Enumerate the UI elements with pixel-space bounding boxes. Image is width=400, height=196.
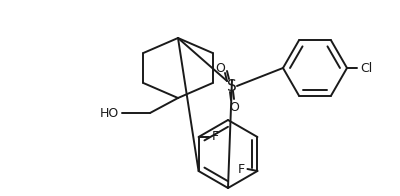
Text: F: F (237, 162, 244, 175)
Text: O: O (215, 62, 225, 74)
Text: S: S (227, 79, 237, 93)
Text: F: F (212, 131, 219, 143)
Text: Cl: Cl (360, 62, 372, 74)
Text: HO: HO (100, 106, 119, 120)
Text: O: O (229, 101, 239, 113)
